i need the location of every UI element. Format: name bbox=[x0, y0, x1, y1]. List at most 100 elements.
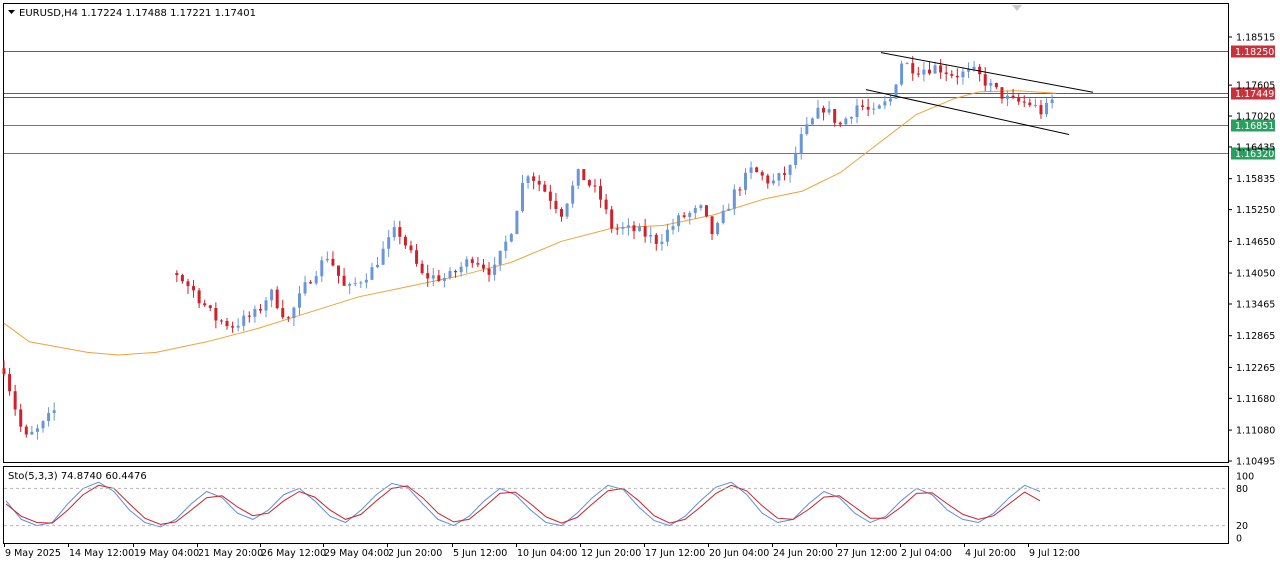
stochastic-signal-line bbox=[5, 484, 1041, 525]
candle-body bbox=[320, 260, 324, 277]
channel-lower-line[interactable] bbox=[865, 89, 1070, 136]
candle-body bbox=[325, 258, 329, 261]
candle-body bbox=[264, 300, 268, 311]
candle-body bbox=[755, 167, 759, 173]
candle-body bbox=[677, 215, 681, 227]
channel-upper-line[interactable] bbox=[880, 52, 1094, 93]
candle-body bbox=[420, 263, 424, 274]
candle-body bbox=[654, 234, 658, 244]
candle-body bbox=[771, 180, 775, 184]
price-level-label: 1.16320 bbox=[1235, 149, 1274, 160]
candle-body bbox=[587, 180, 591, 186]
candle-body bbox=[504, 241, 508, 251]
stochastic-level-label: 20 bbox=[1236, 521, 1248, 532]
stochastic-label: Sto(5,3,3) 74.8740 60.4476 bbox=[8, 471, 147, 482]
stochastic-main-line bbox=[5, 481, 1041, 528]
candle-body bbox=[515, 210, 519, 235]
candle-body bbox=[398, 227, 402, 237]
candle-body bbox=[1028, 102, 1032, 106]
price-axis[interactable]: 1.18515 1.17605 1.17020 1.16435 1.15835 1.152… bbox=[1228, 33, 1275, 468]
candle-body bbox=[2, 368, 6, 375]
candle-body bbox=[794, 153, 798, 166]
price-tick-label: 1.11680 bbox=[1236, 394, 1275, 405]
candle-body bbox=[571, 185, 575, 204]
candle-body bbox=[966, 69, 970, 72]
candle-body bbox=[989, 82, 993, 86]
candle-body bbox=[331, 258, 335, 266]
candle-body bbox=[498, 250, 502, 265]
candle-body bbox=[437, 275, 441, 281]
candle-body bbox=[1000, 87, 1004, 99]
price-level-badge bbox=[1231, 119, 1275, 132]
candle-body bbox=[972, 66, 976, 70]
candle-body bbox=[738, 189, 742, 191]
candle-body bbox=[30, 431, 34, 435]
candle-body bbox=[760, 172, 764, 176]
candle-body bbox=[180, 275, 184, 282]
candle-body bbox=[47, 412, 51, 422]
candle-body bbox=[911, 63, 915, 74]
candle-body bbox=[933, 65, 937, 74]
candle-body bbox=[52, 410, 56, 413]
symbol-label: EURUSD,H4 bbox=[19, 8, 78, 19]
candle-body bbox=[1039, 105, 1043, 115]
candle-body bbox=[387, 237, 391, 249]
price-tick-label: 1.13465 bbox=[1236, 299, 1275, 310]
candle-body bbox=[409, 245, 413, 251]
candle-body bbox=[732, 189, 736, 209]
candle-body bbox=[805, 124, 809, 135]
price-tick-label: 1.12865 bbox=[1236, 331, 1275, 342]
candle-body bbox=[727, 208, 731, 211]
candle-body bbox=[1011, 95, 1015, 98]
price-tick-label: 1.10495 bbox=[1236, 457, 1275, 468]
candle-body bbox=[783, 173, 787, 175]
candle-body bbox=[788, 165, 792, 175]
candle-body bbox=[520, 182, 524, 211]
time-tick-label: 21 May 20:00 bbox=[198, 548, 263, 559]
candle-body bbox=[448, 271, 452, 279]
price-level-label: 1.18250 bbox=[1235, 47, 1274, 58]
stochastic-lines bbox=[5, 481, 1041, 528]
candle-body bbox=[275, 289, 279, 309]
candle-body bbox=[197, 290, 201, 304]
price-tick-label: 1.17605 bbox=[1236, 81, 1275, 92]
symbol-menu-icon[interactable] bbox=[8, 10, 15, 14]
candle-body bbox=[41, 421, 45, 429]
candle-body bbox=[509, 234, 513, 242]
price-tick-label: 1.14050 bbox=[1236, 269, 1275, 280]
candle-body bbox=[855, 105, 859, 118]
candle-body bbox=[526, 176, 530, 183]
candle-body bbox=[626, 225, 630, 228]
stochastic-level-label: 100 bbox=[1236, 472, 1254, 483]
time-tick-label: 19 May 04:00 bbox=[134, 548, 199, 559]
candle-body bbox=[900, 63, 904, 85]
time-tick-label: 2 Jul 04:00 bbox=[901, 548, 952, 559]
candle-body bbox=[582, 169, 586, 181]
candle-body bbox=[13, 391, 17, 410]
price-level-label: 1.16851 bbox=[1235, 121, 1274, 132]
price-level-badge bbox=[1231, 45, 1275, 58]
candle-body bbox=[537, 180, 541, 185]
time-tick-label: 4 Jul 20:00 bbox=[965, 548, 1016, 559]
candle-body bbox=[599, 186, 603, 200]
candle-body bbox=[593, 185, 597, 187]
candle-body bbox=[872, 108, 876, 110]
candle-body bbox=[431, 275, 435, 279]
trend-channel[interactable] bbox=[865, 52, 1094, 136]
candle-body bbox=[950, 74, 954, 76]
price-tick-label: 1.17020 bbox=[1236, 112, 1275, 123]
candle-body bbox=[749, 167, 753, 173]
candle-body bbox=[1022, 101, 1026, 103]
candle-body bbox=[236, 325, 240, 328]
candle-body bbox=[671, 226, 675, 230]
candle-body bbox=[1006, 95, 1010, 99]
price-tick-label: 1.18515 bbox=[1236, 33, 1275, 44]
chart-shift-marker-icon[interactable] bbox=[1012, 5, 1022, 11]
candle-body bbox=[476, 263, 480, 265]
price-levels[interactable]: 1.18250 1.17449 1.16851 1.16320 bbox=[4, 45, 1275, 161]
price-tick-label: 1.15835 bbox=[1236, 174, 1275, 185]
candle-body bbox=[927, 69, 931, 74]
